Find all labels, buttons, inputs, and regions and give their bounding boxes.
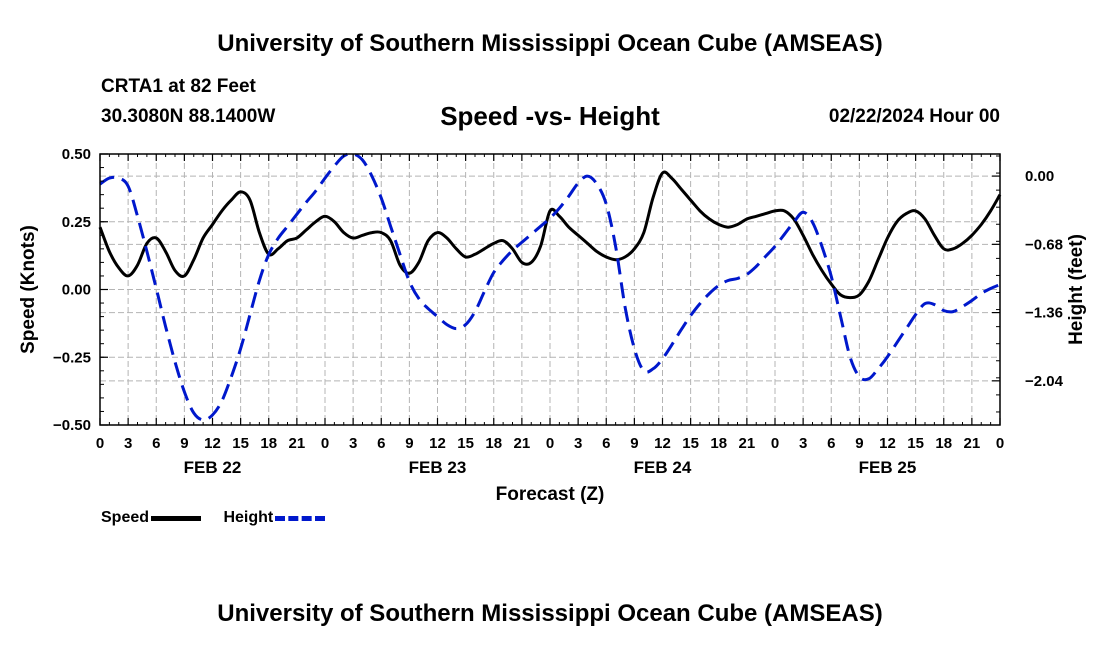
y-tick-label: −0.50 [53, 417, 91, 434]
y-tick-label: 0.50 [62, 146, 91, 163]
x-axis-title: Forecast (Z) [496, 484, 605, 505]
chart-main-title: University of Southern Mississippi Ocean… [217, 30, 883, 57]
x-tick-label: 15 [907, 435, 924, 452]
x-tick-label: 12 [654, 435, 671, 452]
x-tick-label: 9 [180, 435, 188, 452]
chart-legend: Speed Height [101, 509, 343, 527]
y2-tick-label: −2.04 [1025, 373, 1064, 390]
x-tick-label: 3 [349, 435, 357, 452]
day-label: FEB 25 [859, 458, 917, 477]
x-tick-label: 21 [514, 435, 531, 452]
y2-tick-label: 0.00 [1025, 168, 1054, 185]
x-tick-label: 18 [710, 435, 727, 452]
x-tick-label: 18 [485, 435, 502, 452]
y2-tick-label: −0.68 [1025, 236, 1063, 253]
x-tick-label: 12 [879, 435, 896, 452]
x-tick-label: 21 [739, 435, 756, 452]
x-tick-label: 15 [457, 435, 474, 452]
x-tick-label: 6 [827, 435, 835, 452]
y-tick-label: 0.00 [62, 282, 91, 299]
legend-label-height: Height [223, 509, 274, 526]
x-tick-label: 0 [96, 435, 104, 452]
legend-item-height: Height [223, 509, 326, 527]
y2-axis-title: Height (feet) [1066, 234, 1087, 345]
x-tick-label: 3 [124, 435, 132, 452]
y-tick-label: 0.25 [62, 214, 91, 231]
x-tick-label: 0 [996, 435, 1004, 452]
x-tick-label: 18 [935, 435, 952, 452]
chart-subtitle: Speed -vs- Height [440, 101, 660, 131]
day-label: FEB 22 [184, 458, 242, 477]
date-hour-label: 02/22/2024 Hour 00 [828, 106, 1000, 127]
x-tick-label: 21 [964, 435, 981, 452]
x-tick-label: 12 [429, 435, 446, 452]
x-tick-label: 0 [546, 435, 554, 452]
x-tick-label: 21 [289, 435, 306, 452]
legend-swatch-height [275, 515, 326, 521]
x-tick-label: 3 [799, 435, 807, 452]
coordinates-label: 30.3080N 88.1400W [101, 106, 276, 127]
grid-layer [100, 154, 1000, 425]
axis-layer: 0 3 6 9 12 15 18 21 0 3 6 9 12 15 18 21 0 3 6 9 12 15 18 21 0 3 6 9… [53, 146, 1064, 477]
x-tick-label: 12 [204, 435, 221, 452]
x-tick-label: 18 [260, 435, 277, 452]
x-tick-label: 3 [574, 435, 582, 452]
y-tick-label: −0.25 [53, 349, 91, 366]
station-label: CRTA1 at 82 Feet [101, 76, 256, 97]
x-tick-label: 15 [682, 435, 699, 452]
series-line-speed [98, 170, 1002, 300]
x-tick-label: 6 [152, 435, 160, 452]
x-tick-label: 9 [855, 435, 863, 452]
day-label: FEB 24 [634, 458, 692, 477]
x-tick-label: 0 [321, 435, 329, 452]
day-label: FEB 23 [409, 458, 467, 477]
x-tick-label: 9 [630, 435, 638, 452]
legend-swatch-speed [151, 515, 202, 521]
x-tick-label: 6 [602, 435, 610, 452]
x-tick-label: 0 [771, 435, 779, 452]
footer-title: University of Southern Mississippi Ocean… [217, 600, 883, 627]
legend-label-speed: Speed [101, 509, 150, 526]
series-layer [98, 152, 1002, 422]
y-axis-title: Speed (Knots) [18, 225, 39, 354]
x-tick-label: 15 [232, 435, 249, 452]
x-tick-label: 6 [377, 435, 385, 452]
y2-tick-label: −1.36 [1025, 305, 1063, 322]
x-tick-label: 9 [405, 435, 413, 452]
legend-item-speed: Speed [101, 509, 202, 527]
